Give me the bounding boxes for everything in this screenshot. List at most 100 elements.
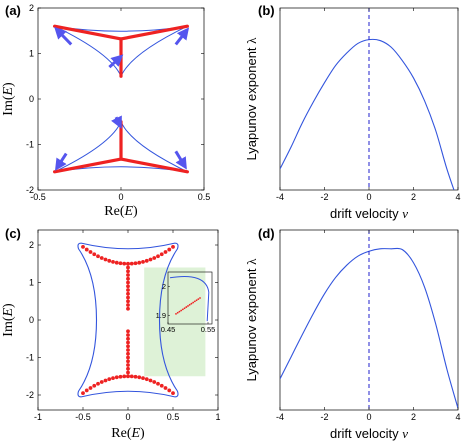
y-tick-label: 0 [29,94,34,104]
x-tick-label: 4 [455,192,460,202]
spectrum-dot [126,344,130,349]
spectrum-dot [171,244,175,249]
y-tick-label: -1 [26,140,34,150]
spectrum-dot [81,244,85,249]
inset-axes: 0.45 0.55 1.9 2 [156,271,216,334]
inset-spectrum-dot [178,310,181,313]
spectrum-dot [111,376,115,381]
spectrum-dot [114,375,119,380]
spectrum-dot [126,370,130,375]
spectrum-dot [159,383,164,388]
panel-d: (d) -4 -2 0 2 4 drift velocity v Lyapunov ex… [244,226,461,441]
plot-area-b [280,8,455,190]
spectrum-dot [107,258,112,263]
panel-a: (a) -0.5 0 0.5 -2 -1 0 1 2 Re(E) Im(E) [1,3,210,219]
inset-y-tick-label: 1.9 [156,311,166,320]
inset-x-tick-label: 0.55 [201,325,216,334]
spectrum-dot [118,374,123,379]
arrow [54,152,68,171]
spectrum-dot [141,376,145,381]
spectrum-dot [126,295,130,300]
spectrum-dot [96,381,100,386]
plot-frame-d [279,229,459,411]
ylabel-b: Lyapunov exponent λ [244,37,259,161]
x-tick-label: 0.5 [167,412,180,422]
arrow [174,150,187,170]
spectrum-dot [126,355,130,360]
lower-curve [54,120,188,173]
y-tick-label: 1 [29,49,34,59]
spectrum-dot [137,375,142,380]
inset-spectrum-dot [188,303,191,306]
spectrum-dot [152,256,157,260]
arrow [174,27,190,46]
ticks-d: -4 -2 0 2 4 [276,230,461,422]
arrow [54,26,73,46]
spectrum-dot [126,329,130,334]
spectrum-dot [141,259,145,264]
spectrum-dot [126,366,130,371]
x-tick-label: -1 [34,412,42,422]
spectrum-dot [126,333,130,337]
spectrum-dot [88,386,93,390]
x-tick-label: 1 [215,412,220,422]
x-tick-label: 0 [366,192,371,202]
panel-label-c: (c) [5,226,21,241]
inset-spectrum-dot [190,302,193,305]
inset-y-tick-label: 2 [162,282,166,291]
xlabel-a: Re(E) [104,204,138,219]
inset-x-tick-label: 0.45 [161,325,176,334]
xlabel-d: drift velocity v [330,426,408,441]
inset-spectrum-dot [195,299,198,302]
panel-label-b: (b) [258,3,275,18]
ylabel-c: Im(E) [1,303,16,337]
spectrum-dot [88,250,93,254]
spectrum-dot [99,256,104,260]
inset-background [144,267,206,377]
spectrum-dot [96,254,100,259]
panel-label-a: (a) [5,3,21,18]
spectrum-dot [122,261,127,266]
inset-spectrum-dot [192,301,195,304]
spectrum-dot [148,378,153,383]
inset-spectrum-dot [199,297,201,299]
xlabel-c: Re(E) [111,426,145,441]
arrow [108,54,124,69]
spectrum-segment [119,157,189,174]
spectrum-dot [99,380,104,384]
spectrum-dot [126,265,130,270]
spectrum-dot [103,378,108,383]
y-tick-label: 1 [29,278,34,288]
spectrum-dot [126,359,130,364]
x-tick-label: -2 [320,192,328,202]
spectrum-dot [111,259,115,264]
x-tick-label: -0.5 [30,192,46,202]
ticks-a: -0.5 0 0.5 -2 -1 0 1 2 [26,3,210,202]
spectrum-dot [133,261,138,266]
panel-c: (c) 0.45 0.55 1.9 2 -1 -0.5 0 0.5 1 -2 -1 0 1 2 Re(E… [1,226,221,441]
spectrum-dot [126,276,130,281]
spectrum-dot [152,380,157,384]
spectrum-dot [159,252,164,257]
spectrum-dot [129,374,134,379]
inset-frame [167,271,213,325]
spectrum-dot [126,280,130,285]
spectrum-dot [126,303,130,307]
x-tick-label: -2 [320,412,328,422]
spectrum-dot [163,250,168,254]
spectrum-dot [122,374,127,379]
xlabel-b: drift velocity v [330,206,408,221]
arrow [111,115,122,129]
inset-spectrum-dot [180,309,183,312]
ylabel-d: Lyapunov exponent λ [244,258,259,382]
spectrum-dot [129,261,134,266]
spectrum-dot [126,374,130,379]
spectrum-dot [107,377,112,382]
spectrum-dot [126,336,130,341]
inset-spectrum-dot [176,311,179,314]
spectrum-dot [126,284,130,289]
ylabel-a: Im(E) [1,82,16,116]
spectrum-dot [126,291,130,296]
x-tick-label: 0.5 [198,192,211,202]
